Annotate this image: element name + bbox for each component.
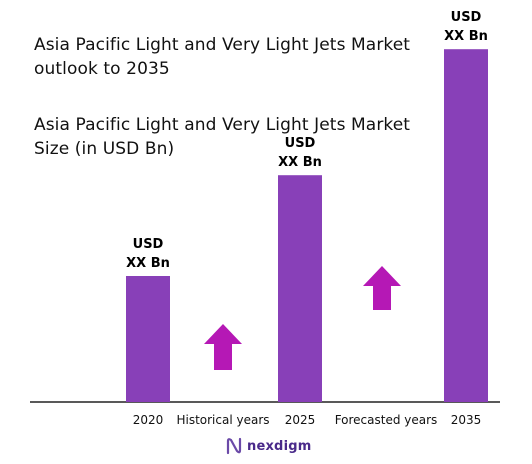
brand-logo: nexdigm xyxy=(226,436,311,456)
segment-label-historical: Historical years xyxy=(176,413,269,427)
bar-2035 xyxy=(444,49,488,402)
x-tick-label-2025: 2025 xyxy=(285,413,316,427)
x-tick-label-2035: 2035 xyxy=(451,413,482,427)
data-label-2020-line1: USD xyxy=(133,237,164,252)
growth-arrow-icon-2 xyxy=(363,266,401,310)
growth-arrow-icon-1 xyxy=(204,324,242,370)
data-label-2035-line2: XX Bn xyxy=(444,29,488,44)
nexdigm-logo-icon xyxy=(226,437,242,455)
data-label-2020-line2: XX Bn xyxy=(126,256,170,271)
x-tick-label-2020: 2020 xyxy=(133,413,164,427)
chart-title: Asia Pacific Light and Very Light Jets M… xyxy=(34,35,411,79)
brand-name: nexdigm xyxy=(247,438,312,454)
data-label-2025-line1: USD xyxy=(285,136,316,151)
data-label-2035-line1: USD xyxy=(451,10,482,25)
segment-label-forecasted: Forecasted years xyxy=(335,413,438,427)
chart-subtitle: Asia Pacific Light and Very Light Jets M… xyxy=(34,115,411,159)
bar-2025 xyxy=(278,175,322,402)
bar-2020 xyxy=(126,276,170,402)
data-label-2025-line2: XX Bn xyxy=(278,155,322,170)
